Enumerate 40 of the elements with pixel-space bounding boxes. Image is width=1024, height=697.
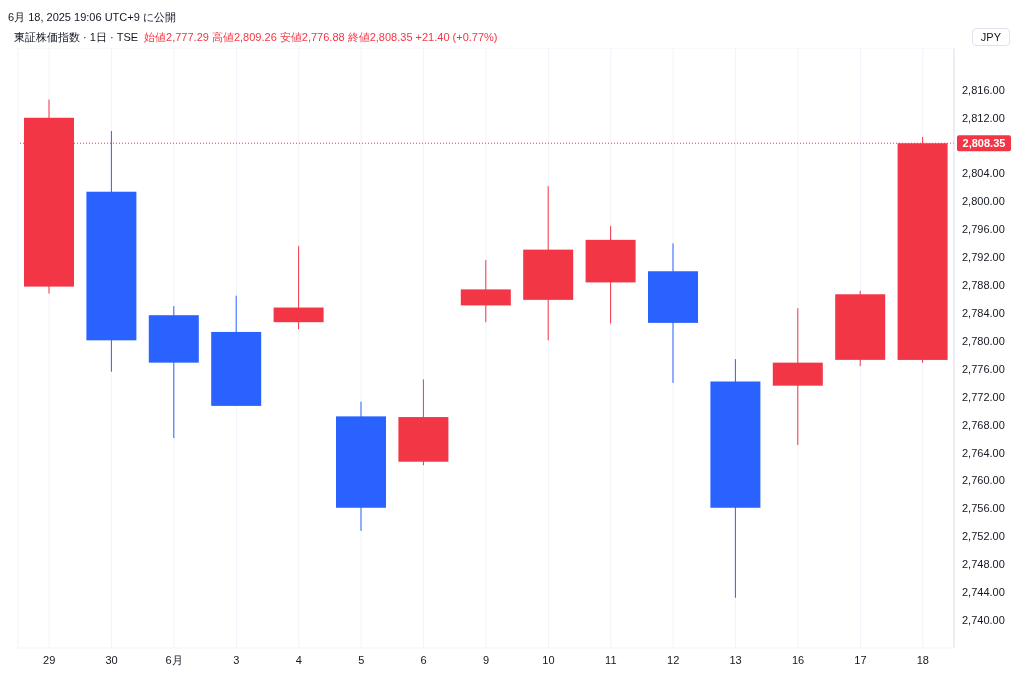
chart-title: 東証株価指数 · 1日 · TSE: [14, 29, 139, 45]
y-tick-label: 2,756.00: [962, 502, 1005, 515]
x-tick-label: 6月: [165, 653, 183, 666]
y-tick-label: 2,748.00: [962, 558, 1005, 571]
y-tick-label: 2,752.00: [962, 530, 1005, 543]
x-tick-label: 5: [358, 653, 365, 666]
y-tick-label: 2,816.00: [962, 83, 1005, 96]
y-tick-label: 2,796.00: [962, 223, 1005, 236]
x-tick-label: 11: [605, 653, 617, 666]
x-tick-label: 10: [542, 653, 555, 666]
text: JPY: [971, 28, 1010, 46]
y-tick-label: 2,812.00: [962, 111, 1005, 124]
text: 始値2,777.29 高値2,809.26 安値2,776.88 終値2,808.35 +21.40 (+0.77%): [144, 29, 498, 45]
candlestick: [273, 245, 324, 330]
x-tick-label: 30: [105, 653, 118, 666]
y-tick-label: 2,784.00: [962, 307, 1005, 320]
x-tick-label: 13: [729, 653, 742, 666]
y-tick-label: 2,800.00: [962, 195, 1005, 208]
chart-subtitle: 6月 18, 2025 19:06 UTC+9 に公開: [8, 10, 177, 25]
x-tick-label: 3: [233, 653, 240, 666]
x-tick-label: 29: [43, 653, 56, 666]
y-tick-label: 2,776.00: [962, 362, 1005, 375]
y-tick-label: 2,780.00: [962, 334, 1005, 347]
x-tick-label: 4: [295, 653, 302, 666]
y-tick-label: 2,740.00: [962, 614, 1005, 626]
x-tick-label: 12: [667, 653, 680, 666]
y-tick-label: 2,804.00: [962, 167, 1005, 180]
x-tick-label: 17: [854, 653, 867, 666]
ref-line-label: 2,808.35: [962, 137, 1006, 150]
y-tick-label: 2,744.00: [962, 586, 1005, 599]
y-tick-label: 2,764.00: [962, 446, 1005, 459]
y-tick-label: 2,768.00: [962, 418, 1005, 431]
y-tick-label: 2,760.00: [962, 474, 1005, 487]
y-tick-label: 2,792.00: [962, 251, 1005, 264]
y-tick-label: 2,772.00: [962, 390, 1005, 403]
x-tick-label: 6: [420, 653, 427, 666]
x-tick-label: 16: [791, 653, 805, 666]
x-tick-label: 9: [482, 653, 490, 666]
x-tick-label: 18: [916, 653, 929, 666]
y-tick-label: 2,788.00: [962, 279, 1005, 292]
